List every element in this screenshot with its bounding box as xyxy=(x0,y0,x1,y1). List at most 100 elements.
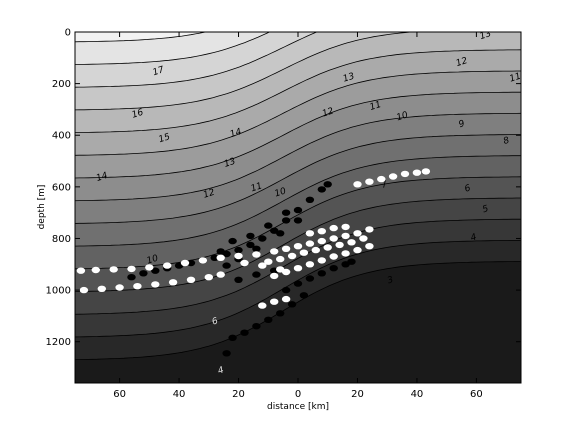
y-tick-label: 600 xyxy=(52,182,71,193)
contour-label: 12 xyxy=(455,56,469,69)
x-tick-label: 60 xyxy=(470,389,483,400)
scatter-point xyxy=(293,243,303,250)
contour-line xyxy=(75,32,271,65)
contour-line xyxy=(75,32,417,111)
scatter-point xyxy=(365,226,374,233)
scatter-point xyxy=(246,241,255,249)
scatter-point xyxy=(79,286,89,294)
contour-label: 12 xyxy=(321,106,335,119)
y-axis-label: depth [m] xyxy=(37,185,47,230)
scatter-points xyxy=(76,168,431,357)
contour-line xyxy=(75,239,521,338)
scatter-point xyxy=(186,276,196,283)
x-tick-label: 20 xyxy=(351,389,364,400)
scatter-point xyxy=(317,270,326,277)
scatter-point xyxy=(341,232,350,240)
scatter-point xyxy=(353,181,362,188)
scatter-point xyxy=(341,223,350,231)
scatter-point xyxy=(305,240,315,247)
contour-line xyxy=(75,218,521,315)
scatter-point xyxy=(281,295,291,303)
x-axis-label: distance [km] xyxy=(267,402,329,412)
scatter-point xyxy=(252,245,261,252)
scatter-point xyxy=(365,243,374,250)
contour-label: 7 xyxy=(380,179,389,190)
contour-label: 3 xyxy=(386,275,395,286)
scatter-point xyxy=(127,265,136,273)
scatter-point xyxy=(421,168,431,175)
scatter-point xyxy=(264,316,273,323)
y-tick-label: 1200 xyxy=(46,337,71,348)
contour-line xyxy=(75,197,521,292)
contour-label: 11 xyxy=(369,100,383,113)
scatter-point xyxy=(228,334,237,341)
contour-label: 6 xyxy=(211,316,220,327)
scatter-point xyxy=(317,257,326,264)
contour-line xyxy=(75,134,521,224)
scatter-point xyxy=(133,283,142,290)
scatter-point xyxy=(299,292,309,299)
scatter-point xyxy=(353,230,362,237)
scatter-point xyxy=(109,266,118,273)
scatter-point xyxy=(281,245,291,252)
scatter-point xyxy=(151,281,160,288)
contour-label: 10 xyxy=(273,186,287,199)
scatter-point xyxy=(293,265,303,272)
scatter-point xyxy=(317,237,326,245)
scatter-point xyxy=(127,274,136,281)
scatter-point xyxy=(281,286,291,294)
contour-label: 11 xyxy=(250,181,264,194)
contour-line xyxy=(75,261,521,361)
scatter-point xyxy=(270,298,279,305)
scatter-point xyxy=(359,235,368,242)
scatter-point xyxy=(252,251,261,258)
x-tick-label: 40 xyxy=(173,389,186,400)
scatter-point xyxy=(234,246,243,254)
contour-label: 14 xyxy=(95,171,109,184)
scatter-point xyxy=(151,267,160,274)
contour-line xyxy=(75,32,208,43)
contour-label: 14 xyxy=(229,127,243,140)
scatter-point xyxy=(258,302,267,309)
scatter-point xyxy=(329,265,338,272)
scatter-point xyxy=(115,284,124,291)
scatter-point xyxy=(270,272,279,280)
scatter-point xyxy=(216,254,225,261)
scatter-point xyxy=(240,329,249,336)
scatter-point xyxy=(258,235,267,242)
scatter-point xyxy=(281,217,291,224)
scatter-point xyxy=(293,280,303,287)
x-axis: 60 40 20 0 20 40 60 xyxy=(113,32,483,400)
contour-label: 8 xyxy=(502,136,511,147)
contour-label: 13 xyxy=(342,72,356,85)
scatter-point xyxy=(204,274,213,281)
scatter-point xyxy=(270,248,279,255)
scatter-point xyxy=(365,178,374,185)
scatter-point xyxy=(222,350,231,357)
scatter-point xyxy=(305,196,315,203)
contour-line xyxy=(75,91,521,179)
scatter-point xyxy=(234,276,243,283)
contour-line xyxy=(75,112,521,202)
scatter-point xyxy=(264,222,273,229)
scatter-point xyxy=(287,301,297,308)
contour-line xyxy=(75,49,521,134)
scatter-point xyxy=(317,186,326,193)
y-tick-label: 400 xyxy=(52,131,71,142)
scatter-point xyxy=(335,241,344,249)
y-tick-label: 200 xyxy=(52,79,71,90)
scatter-point xyxy=(377,175,386,183)
y-tick-label: 800 xyxy=(52,234,71,245)
contour-label: 5 xyxy=(481,204,490,215)
scatter-point xyxy=(240,259,249,267)
contour-label: 4 xyxy=(469,232,478,243)
scatter-point xyxy=(329,224,338,232)
scatter-point xyxy=(305,275,315,282)
contour-label: 16 xyxy=(131,108,145,121)
contour-line xyxy=(75,155,521,247)
scatter-point xyxy=(258,262,267,269)
scatter-point xyxy=(317,228,326,235)
contour-label: 12 xyxy=(202,188,216,201)
